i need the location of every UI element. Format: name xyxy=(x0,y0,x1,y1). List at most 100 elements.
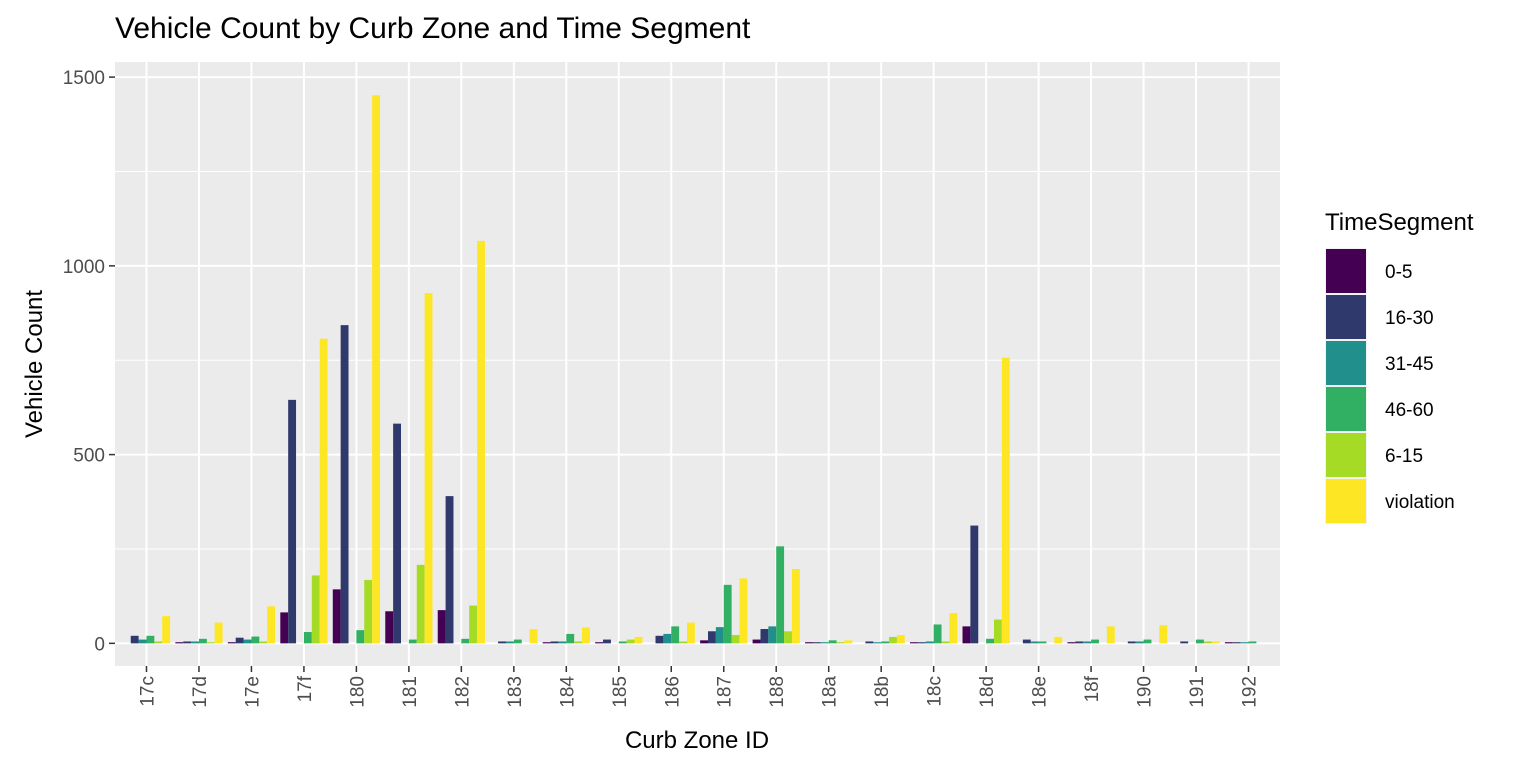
bar-violation-18e xyxy=(1054,636,1063,644)
bar-0-5-17d xyxy=(175,642,184,644)
bar-6-15-180 xyxy=(364,579,373,644)
bar-16-30-17c xyxy=(130,635,139,644)
bar-violation-190 xyxy=(1159,625,1168,644)
bar-46-60-17e xyxy=(251,636,260,644)
legend-swatch-16-30 xyxy=(1326,295,1366,339)
bar-violation-18a xyxy=(844,640,853,644)
bar-16-30-192 xyxy=(1232,642,1241,644)
y-tick-label: 500 xyxy=(73,446,105,467)
legend-label: 6-15 xyxy=(1385,446,1423,467)
x-tick-label: 185 xyxy=(610,676,631,708)
bar-31-45-18a xyxy=(820,642,829,644)
bar-46-60-18d xyxy=(986,638,994,644)
bar-46-60-17d xyxy=(198,638,207,644)
x-tick-label: 190 xyxy=(1135,676,1156,708)
bar-16-30-18f xyxy=(1075,641,1084,644)
bar-6-15-182 xyxy=(469,605,478,644)
bar-16-30-191 xyxy=(1180,641,1189,644)
y-axis-title: Vehicle Count xyxy=(21,290,48,438)
bar-31-45-17e xyxy=(243,639,252,644)
bar-6-15-18c xyxy=(941,641,950,644)
bar-46-60-186 xyxy=(671,626,680,644)
bar-16-30-185 xyxy=(603,639,611,644)
bar-16-30-190 xyxy=(1127,641,1136,644)
bar-violation-187 xyxy=(739,578,748,644)
bar-46-60-180 xyxy=(356,630,365,644)
bar-31-45-186 xyxy=(663,633,672,644)
plot-panel xyxy=(115,62,1280,666)
bar-31-45-17c xyxy=(138,639,147,644)
bar-31-45-18e xyxy=(1030,641,1039,644)
bar-31-45-184 xyxy=(558,641,567,644)
bar-16-30-184 xyxy=(550,641,559,644)
x-tick-label: 187 xyxy=(715,676,736,708)
bar-31-45-18b xyxy=(873,642,882,644)
y-tick-label: 1000 xyxy=(63,257,105,278)
bar-46-60-188 xyxy=(776,546,785,644)
x-tick-label: 18f xyxy=(1082,675,1103,702)
bar-0-5-181 xyxy=(385,611,394,644)
bar-46-60-187 xyxy=(723,584,732,644)
bar-violation-184 xyxy=(582,627,590,644)
bar-16-30-17e xyxy=(235,637,244,644)
bar-violation-17e xyxy=(267,606,276,644)
bar-6-15-185 xyxy=(626,639,635,644)
bar-46-60-184 xyxy=(566,633,575,644)
bar-16-30-183 xyxy=(498,641,506,644)
bar-46-60-182 xyxy=(461,638,470,644)
y-tick-label: 1500 xyxy=(63,68,105,89)
x-tick-label: 17c xyxy=(137,676,158,707)
bar-31-45-17d xyxy=(191,641,199,644)
bar-0-5-18f xyxy=(1067,642,1076,644)
bar-31-45-183 xyxy=(505,641,514,644)
x-tick-label: 192 xyxy=(1240,676,1261,708)
bar-46-60-17f xyxy=(303,632,312,644)
x-tick-label: 183 xyxy=(505,676,526,708)
legend-swatch-46-60 xyxy=(1326,387,1366,431)
legend-label: violation xyxy=(1385,492,1455,513)
bar-6-15-186 xyxy=(679,641,688,644)
x-tick-label: 17f xyxy=(295,675,316,702)
bar-violation-18f xyxy=(1106,626,1115,644)
y-tick-label: 0 xyxy=(94,634,105,655)
bar-violation-186 xyxy=(687,622,695,644)
bar-46-60-18b xyxy=(881,641,890,644)
bar-0-5-184 xyxy=(542,642,551,644)
bar-16-30-187 xyxy=(707,631,716,644)
legend-swatch-31-45 xyxy=(1326,341,1366,385)
bar-46-60-190 xyxy=(1143,639,1152,644)
bar-6-15-187 xyxy=(731,635,740,644)
bar-46-60-18c xyxy=(933,624,942,644)
bar-violation-180 xyxy=(372,95,381,644)
bar-6-15-184 xyxy=(574,641,583,644)
bar-0-5-187 xyxy=(700,640,708,644)
bars xyxy=(130,95,1257,644)
legend: TimeSegment 0-5 16-30 31-45 46-60 6-15 violat… xyxy=(1325,209,1474,524)
legend-label: 31-45 xyxy=(1385,354,1434,375)
x-tick-label: 186 xyxy=(662,676,683,708)
bar-6-15-18d xyxy=(993,619,1002,644)
bar-0-5-185 xyxy=(595,642,604,644)
bar-violation-18d xyxy=(1001,357,1010,644)
bar-16-30-18e xyxy=(1022,639,1031,644)
bar-46-60-181 xyxy=(408,639,417,644)
bar-violation-188 xyxy=(791,568,800,644)
x-axis: 17c 17d 17e 17f 180 181 182 183 184 185 186 187 188 1… xyxy=(137,666,1261,708)
bar-0-5-18c xyxy=(910,642,918,644)
bar-0-5-182 xyxy=(437,610,446,644)
bar-31-45-18c xyxy=(925,641,934,644)
bar-16-30-17d xyxy=(183,641,192,644)
bar-violation-183 xyxy=(529,629,538,644)
bar-violation-181 xyxy=(424,293,433,644)
bar-6-15-17c xyxy=(154,641,163,644)
bar-violation-17f xyxy=(319,338,328,644)
chart-title: Vehicle Count by Curb Zone and Time Segm… xyxy=(115,12,751,45)
x-axis-title: Curb Zone ID xyxy=(625,727,769,754)
bar-31-45-188 xyxy=(768,626,777,644)
bar-46-60-192 xyxy=(1248,641,1257,644)
bar-violation-182 xyxy=(477,240,485,644)
bar-31-45-18f xyxy=(1083,641,1092,644)
bar-0-5-192 xyxy=(1224,642,1233,644)
bar-16-30-180 xyxy=(340,325,349,644)
